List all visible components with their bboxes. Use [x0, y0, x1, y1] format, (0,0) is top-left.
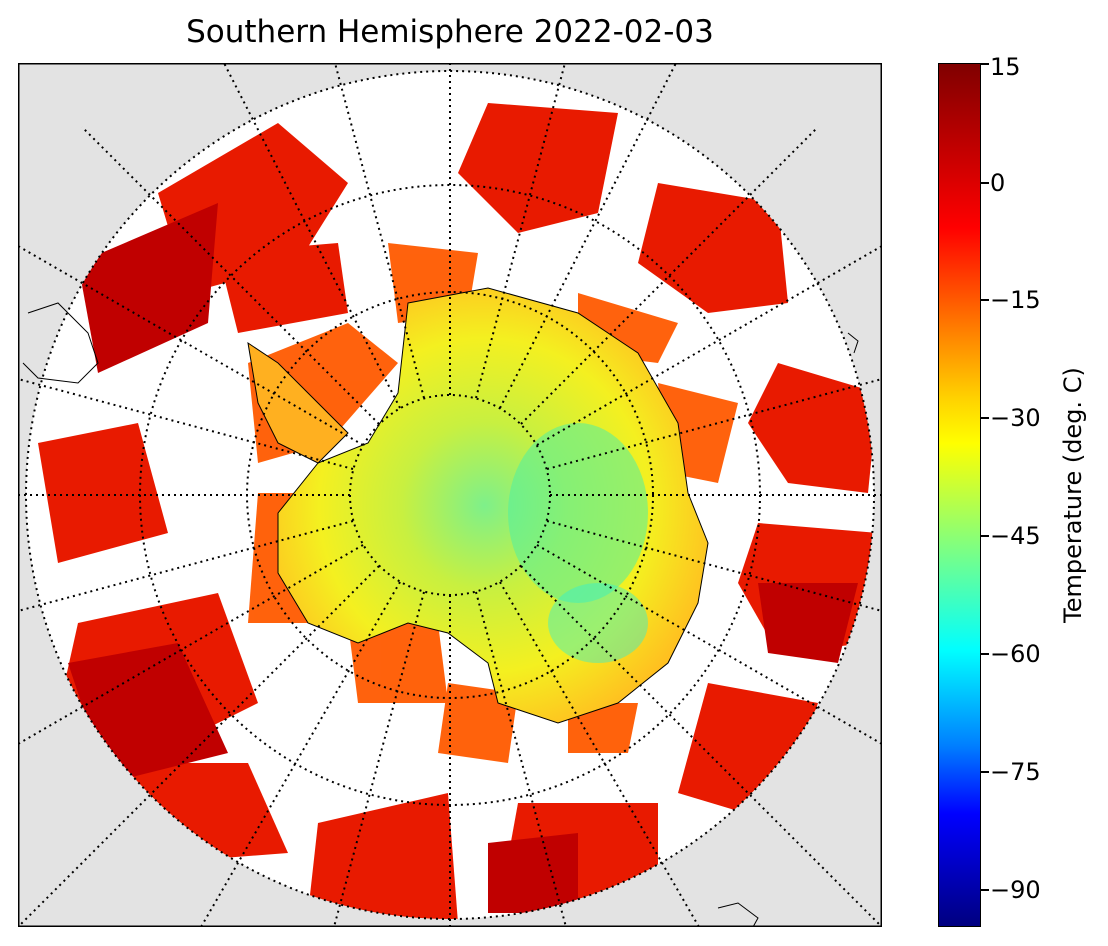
colorbar-tick-label: −45 [990, 522, 1041, 550]
colorbar-tick-label: −15 [990, 286, 1041, 314]
colorbar-tick-label: −60 [990, 640, 1041, 668]
colorbar-tick [981, 299, 989, 301]
colorbar-tick [981, 417, 989, 419]
colorbar [938, 63, 981, 927]
polar-map [18, 63, 882, 927]
colorbar-tick [981, 889, 989, 891]
colorbar-tick [981, 771, 989, 773]
colorbar-tick [981, 535, 989, 537]
colorbar-tick [981, 182, 989, 184]
colorbar-tick-label: −90 [990, 876, 1041, 904]
colorbar-tick-label: 0 [990, 169, 1006, 197]
colorbar-tick [981, 653, 989, 655]
antarctic-peninsula [247, 341, 349, 464]
colorbar-tick-label: −75 [990, 758, 1041, 786]
map-border [18, 63, 882, 927]
colorbar-tick [981, 63, 989, 65]
map-title: Southern Hemisphere 2022-02-03 [186, 14, 714, 50]
graticule [18, 63, 882, 927]
colorbar-tick-label: −30 [990, 404, 1041, 432]
colorbar-tick-label: 15 [990, 53, 1021, 81]
colorbar-label: Temperature (deg. C) [1059, 367, 1087, 623]
antarctica [277, 287, 709, 724]
coastlines [22, 302, 859, 927]
